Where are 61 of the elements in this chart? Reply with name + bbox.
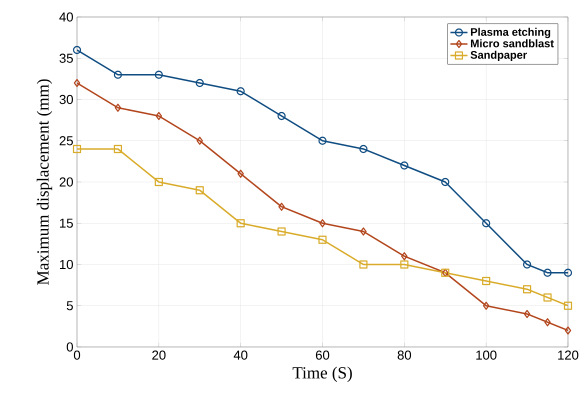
point [319, 219, 326, 228]
point [154, 70, 163, 79]
point [543, 293, 552, 302]
point [359, 144, 368, 154]
point [156, 112, 162, 120]
legend-label: Micro sandblast [470, 39, 554, 48]
point [278, 202, 285, 211]
point [482, 302, 490, 310]
point [564, 326, 572, 335]
y-axis-title: Maximum displacement (mm) [36, 79, 52, 285]
point [544, 318, 551, 326]
y-tick-label: 30 [60, 94, 73, 104]
point [196, 78, 204, 88]
point [318, 236, 327, 244]
point [72, 144, 82, 154]
y-tick-label: 0 [66, 342, 73, 352]
y-tick-label: 5 [66, 301, 73, 310]
point [359, 260, 368, 269]
point [543, 268, 552, 277]
point [441, 178, 450, 186]
point [74, 78, 80, 88]
point [400, 161, 408, 170]
x-tick-label: 0 [74, 350, 80, 360]
point [318, 136, 327, 145]
point [114, 104, 122, 112]
x-tick-label: 40 [234, 350, 248, 360]
point [236, 87, 245, 96]
point [72, 46, 82, 54]
x-tick-label: 100 [476, 350, 496, 360]
y-tick-label: 40 [59, 12, 73, 22]
point [564, 268, 572, 277]
y-tick-label: 10 [60, 260, 73, 270]
y-tick-label: 35 [60, 54, 73, 63]
point [154, 178, 163, 186]
point [196, 136, 203, 145]
point [277, 112, 286, 120]
point [196, 186, 204, 194]
point [114, 70, 122, 79]
legend-label: Sandpaper [470, 50, 527, 61]
x-tick-label: 120 [558, 350, 578, 360]
y-tick-label: 15 [60, 218, 73, 228]
point [522, 285, 532, 294]
x-tick-label: 80 [398, 350, 412, 360]
y-tick-label: 20 [60, 177, 73, 187]
x-axis-title: Time (S) [292, 366, 352, 382]
legend-label: Plasma etching [470, 28, 550, 38]
point [482, 219, 490, 228]
y-tick-label: 25 [60, 136, 73, 146]
point [522, 260, 532, 269]
point [236, 219, 245, 228]
point [564, 302, 572, 310]
point [400, 260, 408, 269]
point [524, 310, 530, 318]
point [482, 276, 490, 286]
x-tick-label: 60 [316, 350, 330, 360]
point [360, 227, 367, 236]
point [114, 144, 122, 154]
x-tick-label: 20 [152, 350, 166, 360]
point [237, 170, 244, 178]
point [277, 227, 286, 236]
point [401, 252, 408, 260]
